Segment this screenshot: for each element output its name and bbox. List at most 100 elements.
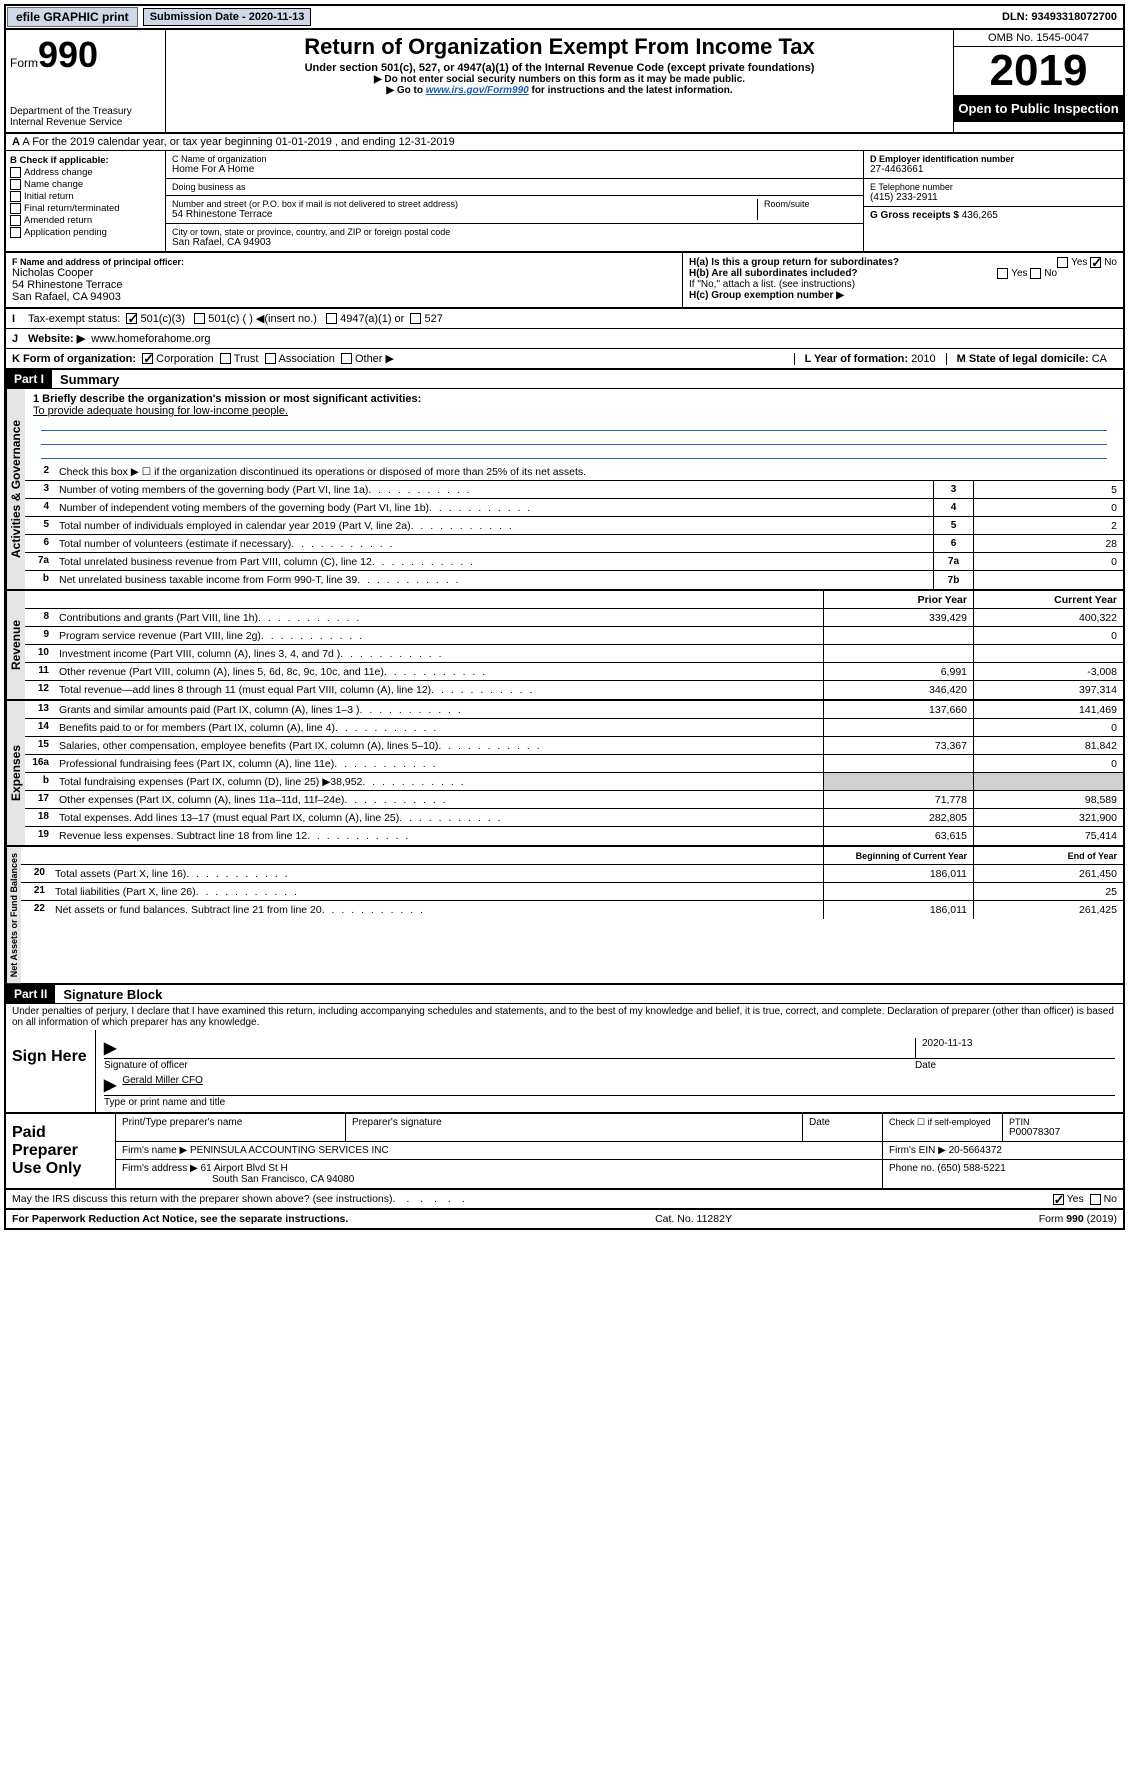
cb-527[interactable] [410, 313, 421, 324]
ein-label: D Employer identification number [870, 154, 1117, 164]
revenue-grid: Revenue Prior Year Current Year 8Contrib… [4, 591, 1125, 701]
org-name-label: C Name of organization [172, 154, 857, 164]
gross-receipts-value: 436,265 [962, 210, 998, 221]
dln-label: DLN: 93493318072700 [1002, 11, 1123, 23]
irs-label: Internal Revenue Service [10, 117, 161, 128]
self-employed-check[interactable]: Check ☐ if self-employed [883, 1114, 1003, 1141]
sign-here-block: Sign Here ▶2020-11-13 Signature of offic… [4, 1030, 1125, 1114]
line-a: A A For the 2019 calendar year, or tax y… [4, 134, 1125, 150]
sign-here-label: Sign Here [6, 1030, 96, 1112]
firm-phone: (650) 588-5221 [937, 1163, 1005, 1174]
firm-addr1: 61 Airport Blvd St H [201, 1163, 288, 1174]
submission-date: Submission Date - 2020-11-13 [143, 8, 312, 26]
street-label: Number and street (or P.O. box if mail i… [172, 199, 757, 209]
cb-501c[interactable] [194, 313, 205, 324]
q1-label: 1 Briefly describe the organization's mi… [33, 393, 1115, 405]
perjury-text: Under penalties of perjury, I declare th… [4, 1004, 1125, 1030]
paperwork-notice: For Paperwork Reduction Act Notice, see … [12, 1213, 348, 1225]
paid-preparer-label: Paid Preparer Use Only [6, 1114, 116, 1188]
form-footer: Form 990 (2019) [1039, 1213, 1117, 1225]
tab-netassets: Net Assets or Fund Balances [6, 847, 21, 983]
cb-initial-return[interactable]: Initial return [10, 191, 161, 202]
firm-ein: 20-5664372 [949, 1145, 1002, 1156]
prep-date-col: Date [803, 1114, 883, 1141]
firm-name: PENINSULA ACCOUNTING SERVICES INC [190, 1145, 389, 1156]
top-toolbar: efile GRAPHIC print Submission Date - 20… [4, 4, 1125, 30]
line-j: J Website: ▶ www.homeforahome.org [4, 329, 1125, 349]
cb-4947[interactable] [326, 313, 337, 324]
discuss-row: May the IRS discuss this return with the… [4, 1190, 1125, 1210]
cb-name-change[interactable]: Name change [10, 179, 161, 190]
org-name: Home For A Home [172, 164, 857, 175]
form-subtitle: Under section 501(c), 527, or 4947(a)(1)… [172, 62, 947, 74]
h-b-note: If "No," attach a list. (see instruction… [689, 279, 1117, 290]
room-label: Room/suite [764, 199, 857, 209]
open-public-badge: Open to Public Inspection [954, 95, 1123, 122]
cat-number: Cat. No. 11282Y [655, 1213, 732, 1225]
q1-value: To provide adequate housing for low-inco… [33, 405, 1115, 417]
form-header: Form990 Department of the Treasury Inter… [4, 30, 1125, 134]
officer-addr2: San Rafael, CA 94903 [12, 291, 676, 303]
section-b-label: B Check if applicable: [10, 155, 161, 166]
phone-label: E Telephone number [870, 182, 1117, 192]
summary-grid: Activities & Governance 1 Briefly descri… [4, 389, 1125, 591]
officer-name: Nicholas Cooper [12, 267, 676, 279]
form-number: Form990 [10, 34, 161, 76]
footer-row: For Paperwork Reduction Act Notice, see … [4, 1210, 1125, 1230]
tab-revenue: Revenue [6, 591, 25, 699]
part-ii-header: Part II Signature Block [4, 985, 1125, 1004]
tab-expenses: Expenses [6, 701, 25, 845]
officer-label: F Name and address of principal officer: [12, 257, 676, 267]
cb-final-return[interactable]: Final return/terminated [10, 203, 161, 214]
cb-amended-return[interactable]: Amended return [10, 215, 161, 226]
ein-value: 27-4463661 [870, 164, 1117, 175]
h-b-line: H(b) Are all subordinates included? Yes … [689, 268, 1117, 279]
discuss-yes[interactable] [1053, 1194, 1064, 1205]
dept-label: Department of the Treasury [10, 106, 161, 117]
prep-sig-col: Preparer's signature [346, 1114, 803, 1141]
website-value: www.homeforahome.org [91, 333, 210, 345]
netassets-grid: Net Assets or Fund Balances Beginning of… [4, 847, 1125, 985]
paid-preparer-block: Paid Preparer Use Only Print/Type prepar… [4, 1114, 1125, 1190]
form-note-1: ▶ Do not enter social security numbers o… [172, 74, 947, 85]
city-value: San Rafael, CA 94903 [172, 237, 857, 248]
cb-other[interactable] [341, 353, 352, 364]
h-a-line: H(a) Is this a group return for subordin… [689, 257, 1117, 268]
officer-addr1: 54 Rhinestone Terrace [12, 279, 676, 291]
cb-trust[interactable] [220, 353, 231, 364]
prior-year-header: Prior Year [823, 591, 973, 608]
current-year-header: Current Year [973, 591, 1123, 608]
form-title: Return of Organization Exempt From Incom… [172, 34, 947, 60]
tax-year: 2019 [954, 47, 1123, 95]
prep-name-col: Print/Type preparer's name [116, 1114, 346, 1141]
sig-officer-label: Signature of officer [104, 1060, 915, 1071]
section-f-h: F Name and address of principal officer:… [4, 253, 1125, 309]
tab-activities: Activities & Governance [6, 389, 25, 589]
name-title-label: Type or print name and title [104, 1097, 1115, 1108]
expenses-grid: Expenses 13Grants and similar amounts pa… [4, 701, 1125, 847]
begin-year-header: Beginning of Current Year [823, 847, 973, 864]
firm-addr2: South San Francisco, CA 94080 [122, 1174, 354, 1185]
form-note-2: ▶ Go to www.irs.gov/Form990 for instruct… [172, 85, 947, 96]
line-i: I Tax-exempt status: 501(c)(3) 501(c) ( … [4, 309, 1125, 329]
instructions-link[interactable]: www.irs.gov/Form990 [426, 85, 529, 96]
part-i-header: Part I Summary [4, 370, 1125, 389]
cb-corporation[interactable] [142, 353, 153, 364]
line-k: K Form of organization: Corporation Trus… [4, 349, 1125, 370]
h-c-line: H(c) Group exemption number ▶ [689, 290, 1117, 301]
cb-address-change[interactable]: Address change [10, 167, 161, 178]
omb-number: OMB No. 1545-0047 [954, 30, 1123, 47]
cb-association[interactable] [265, 353, 276, 364]
efile-button[interactable]: efile GRAPHIC print [7, 7, 138, 27]
cb-application-pending[interactable]: Application pending [10, 227, 161, 238]
end-year-header: End of Year [973, 847, 1123, 864]
q2-text: Check this box ▶ ☐ if the organization d… [55, 463, 1123, 480]
street-value: 54 Rhinestone Terrace [172, 209, 757, 220]
city-label: City or town, state or province, country… [172, 227, 857, 237]
officer-printed-name: Gerald Miller CFO [122, 1075, 203, 1095]
cb-501c3[interactable] [126, 313, 137, 324]
discuss-no[interactable] [1090, 1194, 1101, 1205]
section-b-to-g: B Check if applicable: Address change Na… [4, 150, 1125, 253]
ptin-value: P00078307 [1009, 1127, 1117, 1138]
dba-label: Doing business as [172, 182, 857, 192]
